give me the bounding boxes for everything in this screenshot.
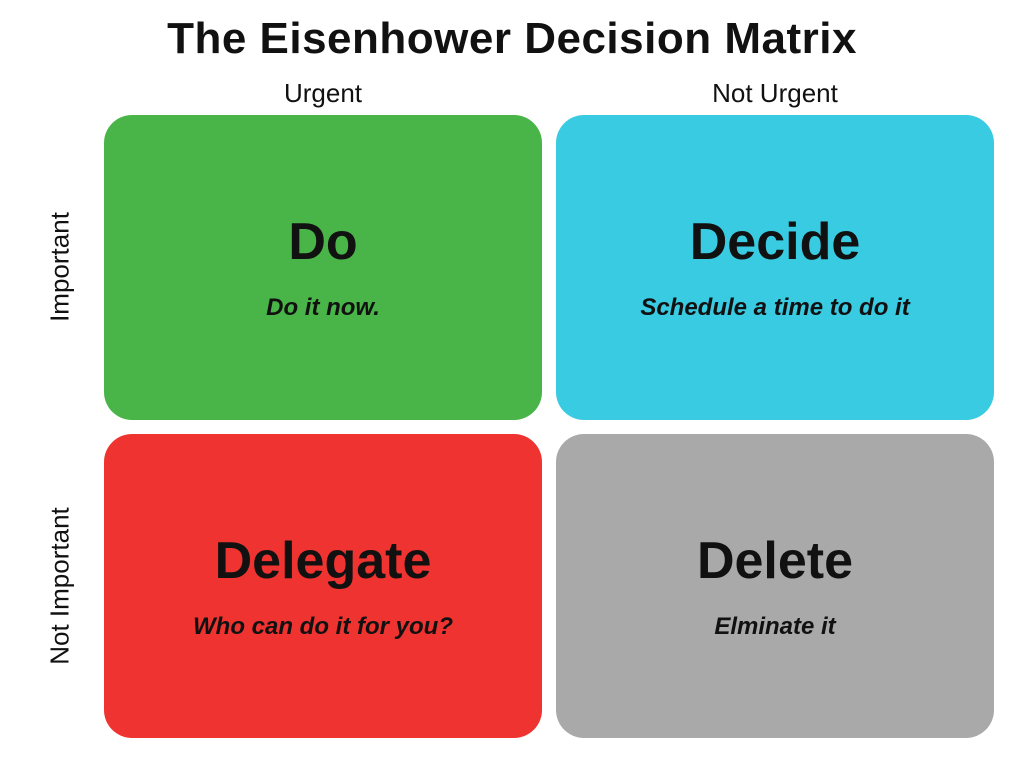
row-label-not-important-cell: Not Important — [30, 434, 90, 739]
page-title: The Eisenhower Decision Matrix — [30, 14, 994, 64]
quadrant-decide: Decide Schedule a time to do it — [556, 115, 994, 420]
column-header-urgent: Urgent — [104, 78, 542, 109]
matrix-grid: Important Do Do it now. Decide Schedule … — [30, 115, 994, 738]
row-label-important-cell: Important — [30, 115, 90, 420]
corner-spacer — [30, 78, 90, 109]
quadrant-do: Do Do it now. — [104, 115, 542, 420]
quadrant-decide-title: Decide — [690, 212, 861, 272]
column-header-not-urgent: Not Urgent — [556, 78, 994, 109]
quadrant-do-subtitle: Do it now. — [266, 294, 380, 322]
quadrant-delete-subtitle: Elminate it — [714, 613, 835, 641]
eisenhower-matrix: The Eisenhower Decision Matrix Urgent No… — [0, 0, 1024, 768]
quadrant-delegate: Delegate Who can do it for you? — [104, 434, 542, 739]
quadrant-delegate-subtitle: Who can do it for you? — [193, 613, 453, 641]
quadrant-delegate-title: Delegate — [215, 531, 432, 591]
row-label-important: Important — [45, 212, 76, 322]
row-label-not-important: Not Important — [45, 507, 76, 665]
quadrant-delete: Delete Elminate it — [556, 434, 994, 739]
column-headers-row: Urgent Not Urgent — [30, 78, 994, 109]
quadrant-decide-subtitle: Schedule a time to do it — [640, 294, 909, 322]
quadrant-delete-title: Delete — [697, 531, 853, 591]
quadrant-do-title: Do — [288, 212, 357, 272]
